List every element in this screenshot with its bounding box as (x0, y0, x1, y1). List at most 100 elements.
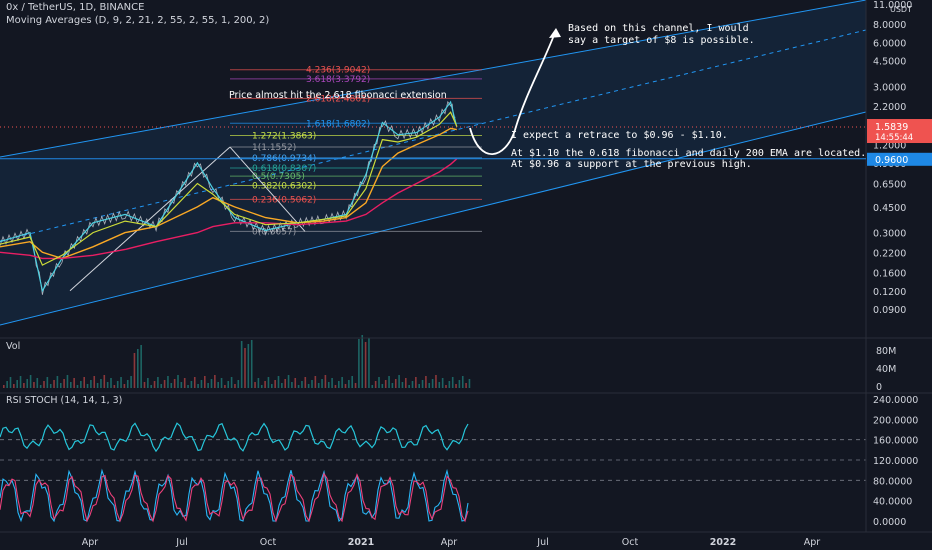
fib-level-label: 4.236(3.9042) (306, 66, 370, 76)
volume-bar (358, 339, 360, 388)
time-tick-label: Oct (260, 537, 277, 548)
volume-bar (247, 344, 250, 388)
volume-bar (6, 381, 8, 388)
fib-trend-line-1 (69, 146, 231, 292)
price-candles (0, 100, 456, 295)
fib-level-label: 0.618(0.8307) (252, 164, 316, 174)
fib-level-label: 0.236(0.5062) (252, 195, 316, 205)
price-tick-label: 0.1600 (873, 269, 906, 280)
volume-bar (59, 383, 62, 388)
volume-bar (86, 384, 89, 388)
volume-bar (123, 384, 126, 388)
volume-bar (23, 383, 25, 388)
stoch-tick-label: 200.0000 (873, 415, 918, 426)
volume-bar (157, 377, 159, 388)
volume-bar (204, 376, 206, 388)
stoch-tick-label: 160.0000 (873, 436, 918, 447)
volume-bar (126, 380, 129, 388)
volume-bar (418, 384, 420, 388)
volume-bar (314, 376, 317, 388)
volume-bar (43, 381, 45, 388)
volume-bar (153, 381, 156, 388)
volume-bar (73, 378, 75, 388)
volume-bar (217, 382, 219, 388)
stoch-tick-label: 0.0000 (873, 517, 906, 528)
volume-bar (237, 380, 240, 388)
channel-lower-line (0, 111, 867, 326)
volume-bar (116, 381, 119, 388)
volume-bar (76, 385, 79, 388)
volume-bar (210, 379, 213, 388)
volume-bar (284, 379, 286, 388)
volume-bar (465, 383, 467, 388)
price-tick-label: 8.0000 (873, 20, 906, 31)
volume-bar (267, 377, 270, 388)
volume-bar (160, 384, 163, 388)
volume-bar (66, 375, 69, 388)
volume-bar (70, 382, 72, 388)
moving-averages (0, 100, 458, 293)
volume-bar (374, 381, 377, 388)
price-tick-label: 0.3000 (873, 229, 906, 240)
fib-level-label: 0.382(0.6302) (252, 182, 316, 192)
volume-bar (455, 384, 457, 388)
volume-bar (240, 341, 243, 388)
volume-bar (281, 383, 283, 388)
fibonacci-extension[interactable]: 4.236(3.9042)3.618(3.3792) 2.618(2.4861) 1… (69, 66, 482, 292)
volume-bar (16, 380, 18, 388)
volume-bar (348, 380, 350, 388)
volume-bar (461, 376, 464, 388)
volume-bar (227, 381, 230, 388)
time-tick-label: 2021 (348, 537, 374, 548)
volume-bar (36, 378, 39, 388)
target-note: Based on this channel, I would (568, 23, 749, 34)
volume-bar (214, 375, 216, 388)
price-tick-label: 2.2000 (873, 102, 906, 113)
volume-title: Vol (6, 341, 20, 352)
volume-bar (411, 381, 414, 388)
volume-bar (234, 384, 236, 388)
volume-bar (220, 378, 223, 388)
volume-bar (307, 384, 310, 388)
volume-bar (327, 382, 330, 388)
volume-bar (33, 382, 35, 388)
rsi-stoch-panel: RSI STOCH (14, 14, 1, 3) (0, 395, 866, 523)
ma-line-fast (0, 111, 458, 266)
volume-bar (368, 338, 370, 388)
volume-bar (80, 381, 82, 388)
support-note: At $1.10 the 0.618 fibonacci and daily 2… (511, 148, 866, 159)
price-tick-label: 0.2200 (873, 248, 906, 259)
volume-tick-label: 40M (876, 364, 896, 375)
volume-bar (150, 385, 152, 388)
volume-bar (291, 382, 293, 388)
volume-bar (96, 383, 99, 388)
countdown-timer: 14:55:44 (875, 133, 913, 143)
target-note: say a target of $8 is possible. (568, 35, 755, 46)
volume-bar (3, 385, 5, 388)
volume-bar (190, 381, 193, 388)
ma-line-price (0, 100, 458, 293)
volume-bar (197, 384, 199, 388)
volume-bar (120, 377, 122, 388)
price-tick-label: 11.0000 (873, 0, 912, 11)
retrace-note: I expect a retrace to $0.96 - $1.10. (511, 130, 728, 141)
volume-bar (147, 378, 149, 388)
volume-bar (324, 375, 327, 388)
volume-bar (451, 377, 454, 388)
volume-bar (100, 379, 102, 388)
volume-bar (103, 375, 106, 388)
volume-bar (321, 379, 323, 388)
price-tick-label: 3.0000 (873, 82, 906, 93)
volume-bar (254, 382, 256, 388)
volume-bar (63, 379, 65, 388)
volume-bar (13, 384, 15, 388)
symbol-header: 0x / TetherUS, 1D, BINANCE (6, 2, 145, 13)
currency-label: USDT (890, 5, 912, 14)
volume-bar (344, 384, 347, 388)
fib-level-label: 0(0.3057) (252, 227, 296, 237)
volume-bar (167, 376, 169, 388)
volume-bar (405, 378, 407, 388)
fib-level-label: 1(1.1552) (252, 143, 296, 153)
fib-level-label: 1.618(1.6802) (306, 119, 370, 129)
